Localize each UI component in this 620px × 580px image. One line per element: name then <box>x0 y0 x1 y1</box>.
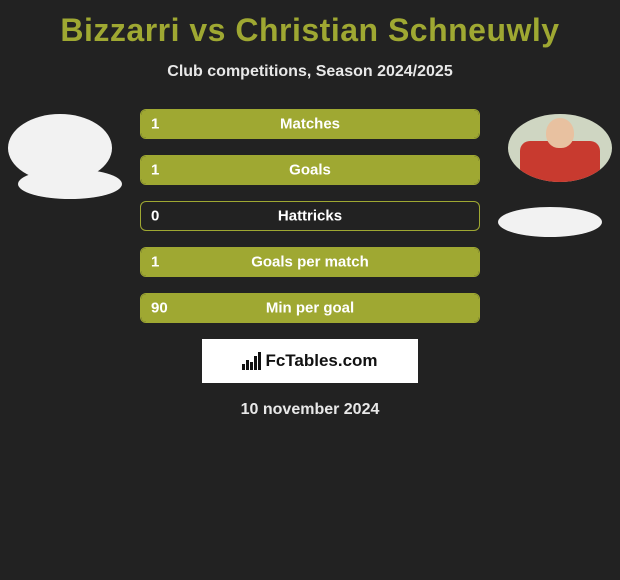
brand-box: FcTables.com <box>202 339 418 383</box>
stat-label: Hattricks <box>141 208 479 225</box>
stat-bars: 1Matches 1Goals 0Hattricks 1Goals per match… <box>140 109 480 323</box>
comparison-content: 1Matches 1Goals 0Hattricks 1Goals per match… <box>0 109 620 419</box>
player-left-badge <box>18 169 122 199</box>
stat-bar: 90Min per goal <box>140 293 480 323</box>
avatar-photo <box>508 114 612 182</box>
bar-chart-icon <box>242 352 261 370</box>
date-text: 10 november 2024 <box>0 401 620 419</box>
page-title: Bizzarri vs Christian Schneuwly <box>0 0 620 49</box>
player-right-avatar <box>508 114 612 182</box>
stat-label: Matches <box>141 116 479 133</box>
stat-bar: 1Goals <box>140 155 480 185</box>
stat-bar: 0Hattricks <box>140 201 480 231</box>
stat-label: Goals <box>141 162 479 179</box>
stat-bar: 1Matches <box>140 109 480 139</box>
player-right-badge <box>498 207 602 237</box>
brand-text: FcTables.com <box>265 351 377 371</box>
subtitle: Club competitions, Season 2024/2025 <box>0 63 620 81</box>
stat-label: Goals per match <box>141 254 479 271</box>
stat-label: Min per goal <box>141 300 479 317</box>
stat-bar: 1Goals per match <box>140 247 480 277</box>
